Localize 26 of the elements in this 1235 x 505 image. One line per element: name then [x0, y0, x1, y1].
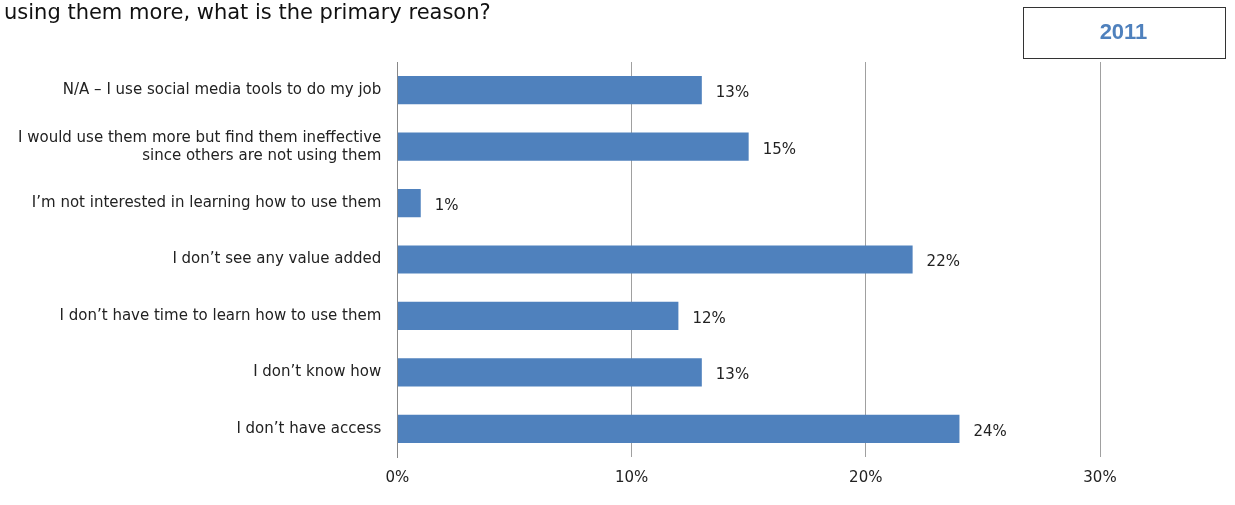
- y-tick-label: I don’t have time to learn how to use them: [59, 305, 382, 324]
- bar: [397, 414, 960, 443]
- bar: [397, 358, 702, 387]
- y-tick-label: I don’t have access: [236, 418, 382, 437]
- bar: [397, 301, 679, 331]
- data-label: 15%: [762, 139, 797, 158]
- y-tick-label: I would use them more but find them ineffective since others are not using them: [18, 127, 382, 164]
- x-tick-label: 10%: [614, 467, 649, 486]
- chart-title: using them more, what is the primary reason?: [4, 0, 491, 24]
- bar: [397, 245, 913, 274]
- data-label: 13%: [715, 365, 750, 384]
- bar: [397, 188, 421, 218]
- data-label: 13%: [715, 83, 750, 102]
- data-label: 22%: [926, 252, 960, 271]
- y-tick-label: I don’t know how: [253, 362, 382, 381]
- bar: [397, 132, 749, 161]
- data-label: 12%: [692, 308, 726, 327]
- x-tick-label: 30%: [1083, 467, 1117, 486]
- x-tick-label: 0%: [385, 467, 410, 486]
- data-label: 1%: [434, 195, 459, 214]
- x-tick-label: 20%: [849, 467, 883, 486]
- y-tick-label: I’m not interested in learning how to use them: [31, 192, 382, 211]
- y-tick-label: I don’t see any value added: [172, 249, 382, 268]
- bar: [397, 76, 702, 105]
- y-tick-label: N/A – I use social media tools to do my job: [62, 80, 382, 99]
- data-label: 24%: [973, 421, 1007, 440]
